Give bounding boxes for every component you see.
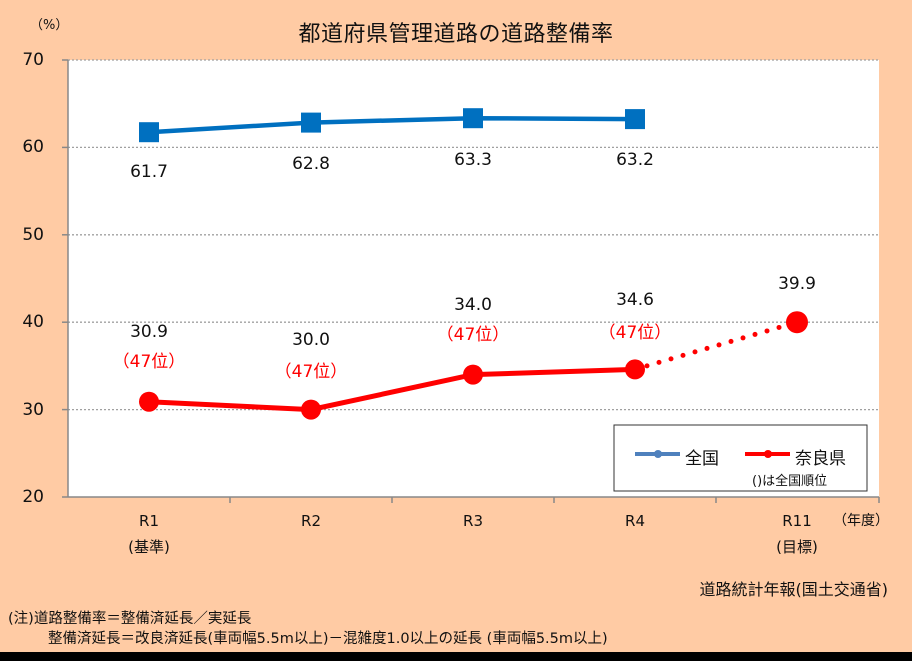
y-axis-unit: （%）: [30, 18, 69, 33]
gridlines: [68, 59, 879, 411]
x-label-r3: R3: [413, 512, 533, 530]
footnote-2: 整備済延長＝改良済延長(車両幅5.5m以上)－混雑度1.0以上の延長 (車両幅5…: [48, 631, 608, 647]
rank-nara-r1: （47位）: [112, 352, 186, 372]
axes: [62, 59, 880, 503]
x-axis-unit: （年度）: [833, 513, 889, 529]
label-national-r4: 63.2: [616, 150, 654, 170]
x-label-r11-line2: (目標): [776, 538, 818, 556]
label-nara-r11: 39.9: [778, 274, 816, 294]
label-nara-r3: 34.0: [454, 295, 492, 315]
x-label-r11-line1: R11: [782, 512, 812, 530]
y-tick-20: 20: [22, 487, 44, 507]
y-tick-70: 70: [22, 50, 44, 70]
label-nara-r1: 30.9: [130, 322, 168, 342]
x-label-r1-line1: R1: [139, 512, 159, 530]
x-label-r11: R11 (目標): [737, 512, 857, 557]
x-label-r2: R2: [251, 512, 371, 530]
label-nara-r4: 34.6: [616, 290, 654, 310]
footnote-1: (注)道路整備率＝整備済延長／実延長: [8, 611, 252, 627]
label-national-r1: 61.7: [130, 162, 168, 182]
series-national: [139, 108, 645, 143]
legend-national-label: 全国: [685, 449, 719, 469]
rank-nara-r3: （47位）: [436, 325, 510, 345]
legend-rank-note: ()は全国順位: [752, 474, 828, 489]
y-tick-40: 40: [22, 312, 44, 332]
x-label-r1-line2: (基準): [128, 538, 170, 556]
legend-nara-label: 奈良県: [795, 449, 846, 469]
x-label-r2-line1: R2: [301, 512, 321, 530]
series-nara: [139, 311, 808, 420]
rank-nara-r4: （47位）: [598, 323, 672, 343]
rank-nara-r2: （47位）: [274, 362, 348, 382]
x-label-r4: R4: [575, 512, 695, 530]
label-nara-r2: 30.0: [292, 330, 330, 350]
label-national-r3: 63.3: [454, 150, 492, 170]
y-tick-60: 60: [22, 137, 44, 157]
label-national-r2: 62.8: [292, 154, 330, 174]
y-tick-50: 50: [22, 225, 44, 245]
y-tick-30: 30: [22, 400, 44, 420]
source-note: 道路統計年報(国土交通省): [699, 580, 889, 599]
legend: [613, 424, 868, 492]
chart-title: 都道府県管理道路の道路整備率: [298, 22, 614, 47]
x-label-r1: R1 (基準): [89, 512, 209, 557]
x-label-r3-line1: R3: [463, 512, 483, 530]
x-label-r4-line1: R4: [625, 512, 645, 530]
